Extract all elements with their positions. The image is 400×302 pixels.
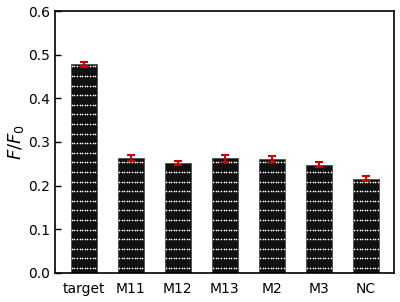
Bar [353, 178, 379, 273]
Bar [212, 159, 238, 273]
Bar [71, 64, 96, 273]
Bar [353, 178, 379, 273]
Bar [165, 163, 191, 273]
Bar [165, 163, 191, 273]
Bar [212, 159, 238, 273]
Y-axis label: $F/F_0$: $F/F_0$ [6, 124, 26, 160]
Bar [259, 159, 285, 273]
Bar [259, 159, 285, 273]
Bar [306, 165, 332, 273]
Bar [118, 158, 144, 273]
Bar [118, 158, 144, 273]
Bar [71, 64, 96, 273]
Bar [306, 165, 332, 273]
